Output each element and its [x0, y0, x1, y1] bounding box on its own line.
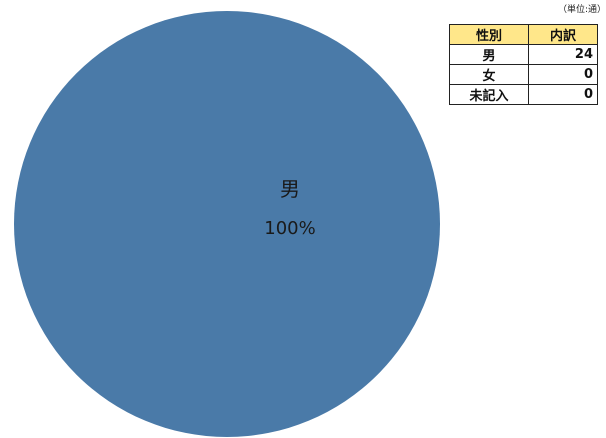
column-header-gender: 性別: [449, 24, 529, 45]
row-value-female: 0: [528, 64, 598, 85]
column-header-breakdown: 内訳: [528, 24, 598, 45]
table-row: 男 24: [449, 44, 598, 65]
row-label-unspecified: 未記入: [449, 84, 529, 105]
table-row: 未記入 0: [449, 84, 598, 105]
pie-slice-labels: 男 100%: [264, 177, 315, 239]
pie-slice-0: [14, 11, 440, 437]
row-value-male: 24: [528, 44, 598, 65]
pie-slices: [14, 11, 440, 437]
row-label-female: 女: [449, 64, 529, 85]
slice-percent-0: 100%: [264, 218, 315, 239]
slice-label-0: 男: [280, 177, 300, 201]
breakdown-table: 性別 内訳 男 24 女 0 未記入 0: [449, 24, 598, 105]
row-label-male: 男: [449, 44, 529, 65]
table-header-row: 性別 内訳: [449, 24, 598, 45]
row-value-unspecified: 0: [528, 84, 598, 105]
table-row: 女 0: [449, 64, 598, 85]
unit-note: （単位:通）: [557, 5, 606, 15]
